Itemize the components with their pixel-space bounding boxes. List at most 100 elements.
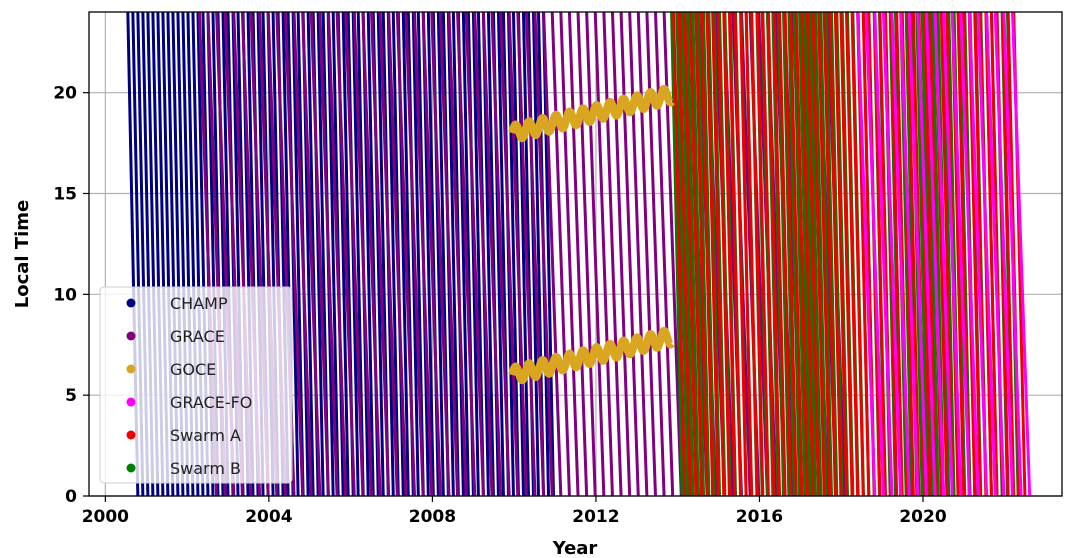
drift-segment [677, 12, 692, 496]
drift-segment [1001, 12, 1016, 496]
drift-segment [335, 12, 356, 496]
drift-segment [683, 12, 698, 496]
drift-segment [787, 12, 802, 496]
drift-segment [619, 12, 640, 496]
drift-segment [711, 12, 726, 496]
drift-segment [828, 12, 843, 496]
series-grace [197, 12, 847, 496]
drift-segment [856, 12, 877, 496]
drift-segment [542, 12, 563, 496]
legend-label: Swarm B [170, 459, 241, 478]
drift-segment [811, 12, 826, 496]
drift-segment [464, 12, 485, 496]
drift-segment [844, 12, 860, 496]
drift-segment [702, 12, 716, 496]
drift-segment [727, 12, 743, 496]
drift-segment [696, 12, 711, 496]
y-axis-title: Local Time [12, 200, 33, 309]
drift-segment [301, 12, 322, 496]
legend-marker [126, 463, 136, 473]
drift-segment [404, 12, 425, 496]
drift-segment [378, 12, 399, 496]
drift-segment [907, 12, 928, 496]
drift-segment [309, 12, 330, 496]
x-tick-labels: 2000 2004 2008 2012 2016 2020 [82, 507, 947, 527]
drift-segment [369, 12, 391, 496]
drift-segment [344, 12, 365, 496]
drift-segment [351, 12, 365, 496]
legend-label: GOCE [170, 360, 216, 379]
drift-segment [585, 12, 606, 496]
drift-segment [839, 12, 854, 496]
drift-segment [481, 12, 503, 496]
drift-segment [792, 12, 807, 496]
x-tick-label: 2016 [736, 507, 783, 527]
legend-marker [126, 364, 136, 374]
x-tick-label: 2004 [245, 507, 292, 527]
legend-box [99, 286, 293, 484]
drift-segment [610, 12, 632, 496]
drift-segment [593, 12, 614, 496]
drift-segment [915, 12, 929, 496]
drift-segment [800, 12, 815, 496]
drift-segment [722, 12, 737, 496]
drift-segment [699, 12, 715, 496]
drift-segment [889, 12, 904, 496]
drift-segment [890, 12, 911, 496]
drift-segment [833, 12, 848, 496]
y-tick-label: 10 [53, 285, 77, 305]
drift-segment [739, 12, 754, 496]
x-tick-label: 2012 [572, 507, 619, 527]
drift-segment [524, 12, 546, 496]
drift-segment [602, 12, 623, 496]
tick-marks [83, 92, 924, 502]
drift-segment [636, 12, 657, 496]
drift-segment [923, 12, 938, 496]
drift-segment [950, 12, 971, 496]
x-tick-label: 2000 [82, 507, 129, 527]
drift-segment [283, 12, 305, 496]
drift-segment [352, 12, 373, 496]
drift-segment [507, 12, 528, 496]
drift-segment [803, 12, 818, 496]
drift-segment [755, 12, 770, 496]
drift-segment [559, 12, 580, 496]
drift-segment [906, 12, 921, 496]
drift-segment [413, 12, 434, 496]
drift-segment [430, 12, 451, 496]
drift-segment [361, 12, 382, 496]
drift-segment [386, 12, 400, 496]
drift-segment [959, 12, 980, 496]
series-grace-fo [856, 12, 1032, 496]
drift-segment [798, 12, 812, 496]
drift-segment [808, 12, 823, 496]
drift-segment [783, 12, 798, 496]
drift-segment [694, 12, 709, 496]
series-goce [508, 84, 676, 385]
drift-segment [761, 12, 776, 496]
drift-segment [499, 12, 520, 496]
legend: CHAMP GRACE GOCE GRACE-FO Swarm A Swarm B [99, 286, 293, 484]
drift-segment [686, 12, 700, 496]
drift-segment [490, 12, 511, 496]
y-tick-labels: 0 5 10 15 20 [53, 84, 77, 507]
drift-segment [850, 12, 865, 496]
x-tick-label: 2020 [899, 507, 946, 527]
drift-segment [473, 12, 494, 496]
drift-segment [326, 12, 340, 496]
drift-segment [819, 12, 834, 496]
drift-segment [916, 12, 937, 496]
y-tick-label: 15 [53, 185, 77, 205]
y-tick-label: 5 [65, 386, 77, 406]
drift-segment [1002, 12, 1023, 496]
y-tick-label: 20 [53, 84, 77, 104]
drift-segment [824, 12, 839, 496]
drift-segment [933, 12, 954, 496]
drift-segment [456, 12, 477, 496]
drift-segment [772, 12, 787, 496]
drift-segment [744, 12, 759, 496]
plot-frame [88, 11, 1063, 497]
legend-marker [126, 298, 136, 308]
drift-segment [716, 12, 731, 496]
